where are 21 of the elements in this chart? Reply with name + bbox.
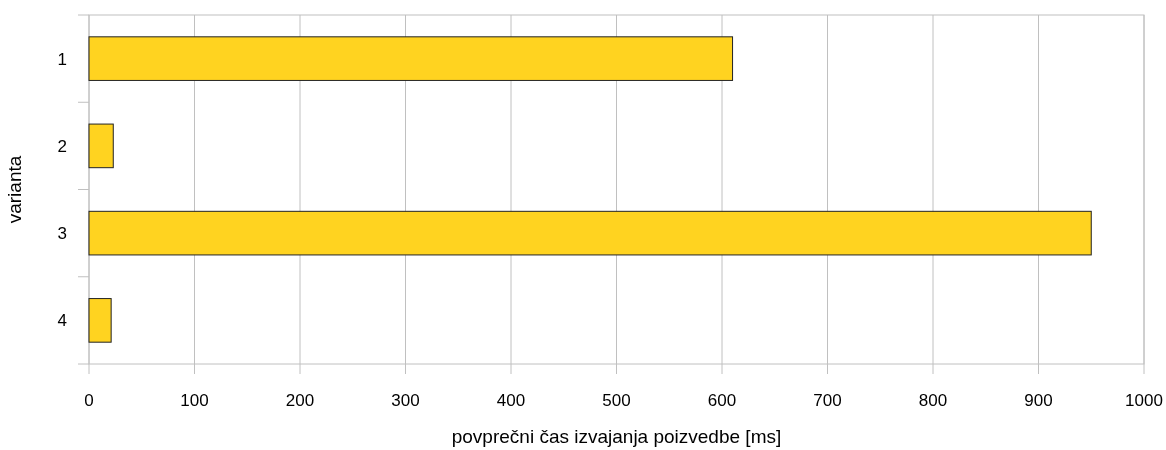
- x-tick-label: 900: [1024, 391, 1053, 410]
- y-tick-label: 2: [57, 136, 67, 156]
- y-tick-label: 4: [57, 311, 67, 331]
- y-tick-label: 3: [57, 224, 67, 244]
- x-tick-label: 1000: [1125, 391, 1163, 410]
- x-tick-label: 200: [285, 391, 315, 410]
- x-tick-label: 100: [180, 391, 209, 410]
- bar: [88, 123, 114, 169]
- x-axis-title: povprečni čas izvajanja poizvedbe [ms]: [451, 426, 782, 447]
- bar: [88, 298, 112, 343]
- x-tick-label: 800: [918, 391, 948, 410]
- x-tick-label: 600: [707, 391, 737, 410]
- x-tick-label: 300: [391, 391, 420, 410]
- x-tick-label: 700: [813, 391, 842, 410]
- bar: [88, 210, 1092, 256]
- x-tick-label: 400: [496, 391, 526, 410]
- bar: [88, 36, 734, 81]
- x-tick-label: 500: [602, 391, 631, 410]
- x-tick-label: 0: [84, 391, 94, 410]
- y-axis-title: varianta: [4, 155, 25, 224]
- y-tick-label: 1: [57, 49, 67, 69]
